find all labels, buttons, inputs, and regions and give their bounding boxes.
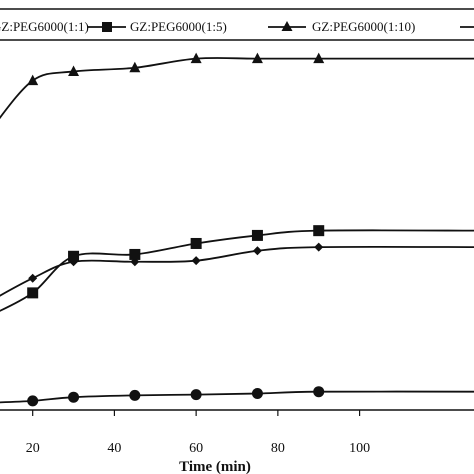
legend-label-3: GZ:PEG6000(1:10) — [312, 19, 415, 34]
series-layer — [0, 52, 474, 407]
series-4 — [0, 386, 474, 407]
legend: GZ:PEG6000(1:1) GZ:PEG6000(1:5) GZ:PEG60… — [0, 8, 474, 41]
series-line-4 — [0, 390, 474, 404]
data-point-circle — [190, 389, 202, 401]
data-point-circle — [129, 389, 141, 401]
data-point-square — [313, 225, 325, 237]
series-line-3 — [0, 57, 474, 120]
legend-label-1: GZ:PEG6000(1:1) — [0, 19, 89, 34]
x-axis: 20 40 60 80 100 — [0, 409, 474, 456]
legend-item-1: GZ:PEG6000(1:1) — [0, 19, 89, 34]
data-point-diamond — [314, 242, 324, 252]
x-tick-label: 20 — [26, 441, 40, 456]
legend-label-2: GZ:PEG6000(1:5) — [130, 19, 227, 34]
x-tick-label: 80 — [271, 441, 285, 456]
data-point-circle — [27, 395, 39, 407]
legend-item-3: GZ:PEG6000(1:10) — [268, 19, 415, 34]
series-2 — [0, 225, 474, 312]
data-point-diamond — [191, 256, 201, 266]
legend-box — [0, 8, 474, 41]
data-point-circle — [68, 391, 80, 403]
data-point-circle — [251, 388, 263, 400]
x-axis-title: Time (min) — [179, 459, 251, 474]
legend-square-marker — [102, 22, 112, 32]
series-line-1 — [0, 245, 474, 297]
data-point-square — [68, 250, 80, 262]
data-point-square — [129, 248, 141, 260]
data-point-triangle — [190, 52, 202, 64]
x-tick-label: 40 — [107, 441, 121, 456]
data-point-diamond — [252, 246, 262, 256]
series-line-2 — [0, 229, 474, 312]
data-point-triangle — [313, 52, 325, 64]
series-3 — [0, 52, 474, 120]
data-point-square — [251, 229, 263, 241]
data-point-square — [27, 287, 39, 299]
x-tick-label: 60 — [189, 441, 203, 456]
legend-item-2: GZ:PEG6000(1:5) — [88, 19, 227, 34]
data-point-triangle — [129, 61, 141, 73]
data-point-triangle — [27, 74, 39, 86]
data-point-triangle — [68, 65, 80, 76]
x-tick-label: 100 — [349, 441, 370, 456]
data-point-square — [190, 237, 202, 249]
data-point-triangle — [251, 52, 263, 64]
data-point-circle — [313, 386, 325, 398]
data-point-diamond — [28, 273, 38, 283]
legend-triangle-marker — [281, 21, 293, 31]
